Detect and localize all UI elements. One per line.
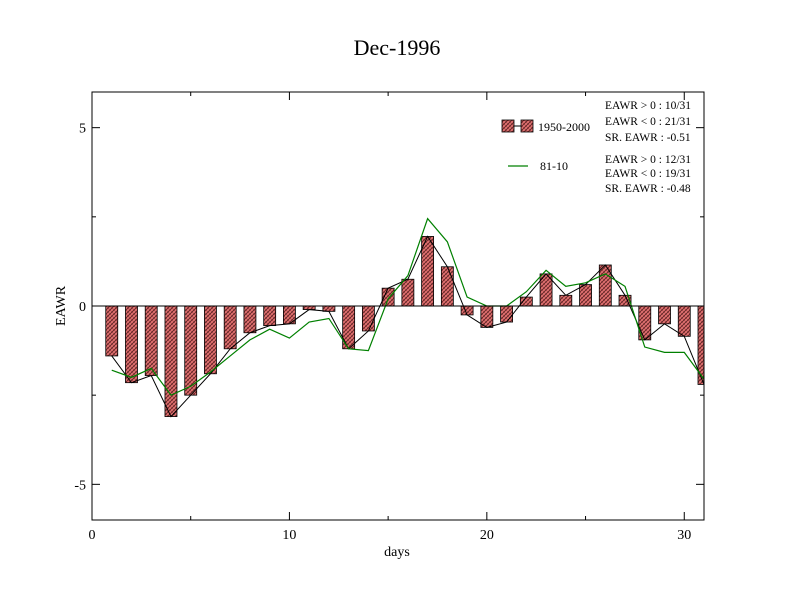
bar-day-5 <box>184 305 198 396</box>
stats-line-pos: EAWR > 0 : 12/31 <box>605 154 691 166</box>
bar-day-14 <box>361 305 375 332</box>
legend-swatch-bar-left <box>501 119 515 133</box>
y-tick-label: -5 <box>74 478 86 493</box>
bar-day-16 <box>401 278 415 307</box>
stats-line-neg: EAWR < 0 : 19/31 <box>605 168 691 180</box>
legend: 1950-2000 81-10 <box>501 119 590 173</box>
bar-day-6 <box>204 305 217 375</box>
bar-day-7 <box>223 305 237 350</box>
bar-day-9 <box>263 305 277 327</box>
bar-day-1 <box>105 305 119 357</box>
bar-day-22 <box>519 296 533 307</box>
bar-day-30 <box>677 305 691 337</box>
y-axis-label: EAWR <box>54 285 69 326</box>
bar-day-8 <box>243 305 257 334</box>
stats-bars-pos: EAWR > 0 : 10/31 <box>605 100 691 112</box>
bar-day-25 <box>579 284 592 307</box>
legend-swatch-bar-right <box>520 119 534 133</box>
chart-title: Dec-1996 <box>354 35 441 60</box>
x-axis-label: days <box>384 545 410 560</box>
bar-day-11 <box>302 305 316 310</box>
bar-series-outline-group <box>111 235 705 418</box>
bar-day-21 <box>500 305 513 323</box>
stats-bars-neg: EAWR < 0 : 21/31 <box>605 116 691 128</box>
bar-day-19 <box>460 305 474 316</box>
bar-day-2 <box>125 305 138 384</box>
bar-day-18 <box>440 266 454 307</box>
series-line-81-10 <box>111 217 705 396</box>
stats-block: EAWR > 0 : 10/31 EAWR < 0 : 21/31 SR. EA… <box>605 100 691 195</box>
bar-day-3 <box>144 305 158 376</box>
bar-day-17 <box>421 236 435 307</box>
line-series-group <box>111 217 705 396</box>
bar-day-24 <box>559 294 573 307</box>
x-tick-label: 10 <box>282 528 296 543</box>
y-tick-label: 5 <box>79 122 86 137</box>
y-tick-label: 0 <box>79 300 86 315</box>
x-tick-label: 0 <box>89 528 96 543</box>
x-tick-label: 20 <box>480 528 494 543</box>
bar-series-outline <box>111 235 705 418</box>
stats-bars-sr: SR. EAWR : -0.51 <box>605 132 691 144</box>
legend-label-bars: 1950-2000 <box>538 120 590 134</box>
stats-line-sr: SR. EAWR : -0.48 <box>605 183 691 195</box>
bar-day-29 <box>658 305 671 325</box>
legend-label-line: 81-10 <box>540 159 568 173</box>
bar-day-4 <box>164 305 178 417</box>
x-tick-label: 30 <box>677 528 691 543</box>
axes-group: 0 10 20 30 -5 0 5 <box>74 91 705 543</box>
